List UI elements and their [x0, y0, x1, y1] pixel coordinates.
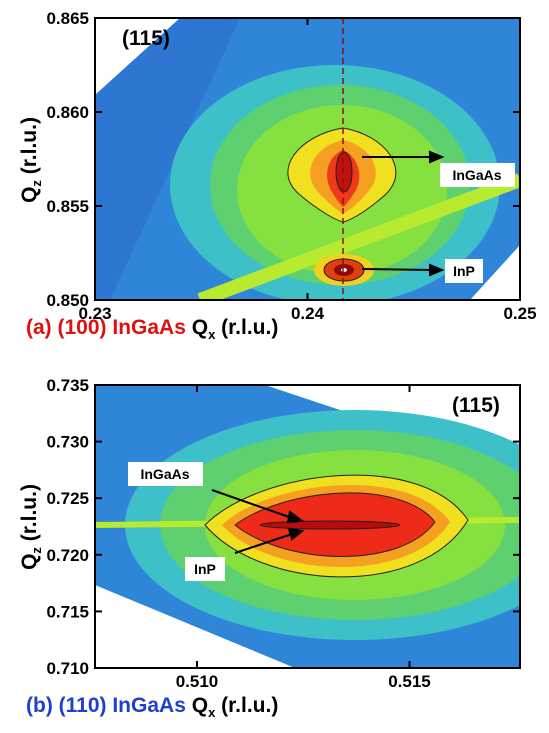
- y-label-symbol: Q: [18, 187, 41, 203]
- y-tick-label: 0.865: [46, 9, 89, 28]
- annotation-box: [440, 163, 515, 187]
- x-tick-label: 0.23: [78, 304, 111, 323]
- y-label-unit: (r.l.u.): [18, 484, 41, 541]
- y-axis-label: Qz (r.l.u.): [18, 484, 46, 570]
- map-a: [95, 18, 520, 300]
- y-label-subscript: z: [29, 180, 44, 187]
- y-label-symbol: Q: [18, 554, 41, 570]
- y-tick-label: 0.710: [46, 659, 89, 678]
- annotation-box: [185, 557, 225, 581]
- annotation: InGaAs: [140, 466, 189, 482]
- x-axis-caption: (b) (110) InGaAs Qx (r.l.u.): [26, 694, 278, 722]
- y-tick-label: 0.725: [46, 489, 89, 508]
- annotation-box: [445, 259, 483, 283]
- y-tick-label: 0.735: [46, 376, 89, 395]
- y-axis-label: Qz (r.l.u.): [18, 117, 46, 203]
- y-tick-label: 0.720: [46, 546, 89, 565]
- x-label-unit: (r.l.u.): [221, 694, 278, 717]
- y-tick-label: 0.850: [46, 291, 89, 310]
- x-tick-label: 0.515: [388, 672, 431, 691]
- annotation-arrows: [211, 150, 445, 554]
- map-b: [95, 385, 520, 668]
- y-tick-label: 0.715: [46, 602, 89, 621]
- panel-label: (115): [122, 27, 170, 50]
- caption: (b) (110) InGaAs: [26, 694, 186, 717]
- panel-label: (115): [452, 394, 500, 417]
- y-tick-label: 0.730: [46, 433, 89, 452]
- annotation-box: [128, 462, 203, 486]
- x-label-subscript: x: [208, 327, 216, 342]
- y-tick-label: 0.855: [46, 197, 89, 216]
- x-label-symbol: Q: [192, 694, 208, 717]
- y-label-unit: (r.l.u.): [18, 117, 41, 174]
- x-tick-label: 0.510: [176, 672, 219, 691]
- annotation: InP: [194, 561, 216, 577]
- caption: (a) (100) InGaAs: [26, 316, 186, 339]
- y-label-subscript: z: [29, 547, 44, 554]
- annotation: InP: [453, 263, 475, 279]
- x-tick-label: 0.25: [503, 304, 536, 323]
- x-label-symbol: Q: [192, 316, 208, 339]
- x-label-unit: (r.l.u.): [221, 316, 278, 339]
- x-axis-caption: (a) (100) InGaAs Qx (r.l.u.): [26, 316, 278, 344]
- x-tick-label: 0.24: [291, 304, 325, 323]
- annotation: InGaAs: [452, 167, 501, 183]
- y-tick-label: 0.860: [46, 103, 89, 122]
- x-label-subscript: x: [208, 705, 216, 720]
- plot-frame: [94, 384, 521, 669]
